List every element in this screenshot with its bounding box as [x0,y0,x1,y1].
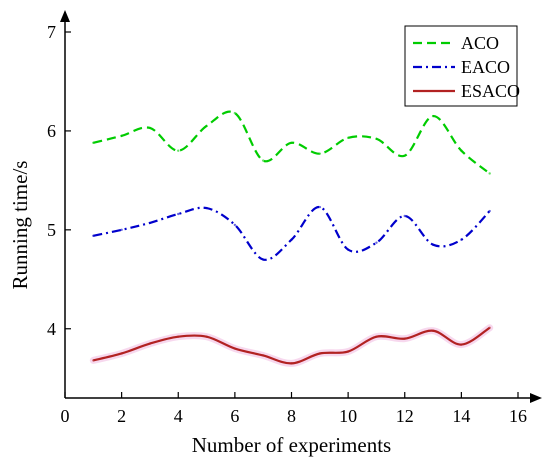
x-tick-label: 14 [452,406,470,426]
data-point [120,352,123,355]
x-tick-label: 6 [230,406,239,426]
data-point [460,149,463,152]
data-point [233,111,237,115]
x-tick-label: 10 [339,406,357,426]
data-point [233,223,237,227]
y-tick-label: 4 [47,319,56,339]
series-eaco-line [93,205,491,261]
data-point [120,134,123,138]
data-point [318,352,322,355]
data-point [233,347,237,350]
data-point [261,159,265,162]
y-tick-label: 5 [47,220,56,240]
data-point [346,248,350,251]
legend-box [404,25,518,107]
legend-label: ESACO [461,81,520,101]
data-point [177,149,180,152]
data-point [205,206,208,210]
x-axis-arrow-icon [530,393,542,403]
data-point [290,238,293,241]
data-point [290,362,293,365]
series-eaco-points [92,205,491,261]
data-point [148,221,152,225]
data-point [261,354,265,357]
data-point [488,209,491,213]
data-point [120,228,123,232]
axis-ticks: 0 2 4 6 8 10 12 14 16 4 5 6 7 [47,22,527,426]
data-point [431,329,435,332]
data-point [92,359,95,362]
data-point [177,335,180,338]
data-point [205,335,208,338]
x-tick-label: 2 [117,406,126,426]
data-point [375,137,378,141]
data-point [318,205,322,209]
x-tick-label: 12 [396,406,414,426]
y-tick-label: 7 [47,22,56,42]
legend-label: ACO [461,33,499,53]
data-point [290,141,293,144]
x-axis-label: Number of experiments [192,433,391,457]
legend-label: EACO [461,57,510,77]
series-esaco-points [92,326,491,365]
data-point [318,152,322,155]
legend-items: ACO EACO ESACO [413,33,520,101]
data-point [177,212,180,216]
data-point [346,136,350,140]
data-point [148,342,152,345]
data-point [403,214,406,218]
y-axis-arrow-icon [60,10,70,22]
data-point [148,126,152,130]
series-layer [89,110,494,367]
legend: ACO EACO ESACO [404,25,520,107]
series-esaco-band [89,324,494,367]
x-tick-label: 0 [61,406,70,426]
y-tick-label: 6 [47,121,56,141]
data-point [92,141,95,144]
x-tick-label: 16 [509,406,527,426]
data-point [375,241,378,244]
data-point [460,238,463,241]
plot-area: 0 2 4 6 8 10 12 14 16 4 5 6 7 [47,10,542,426]
y-axis-label: Running time/s [8,161,32,290]
data-point [488,172,491,175]
series-aco-points [92,111,491,175]
data-point [205,124,208,128]
data-point [460,343,463,346]
data-point [375,335,378,338]
data-point [431,243,435,246]
data-point [403,154,406,157]
data-point [346,350,350,353]
data-point [403,337,406,340]
x-tick-label: 4 [174,406,183,426]
x-tick-label: 8 [287,406,296,426]
data-point [92,234,95,237]
data-point [261,258,265,261]
data-point [431,114,435,118]
data-point [488,326,491,329]
